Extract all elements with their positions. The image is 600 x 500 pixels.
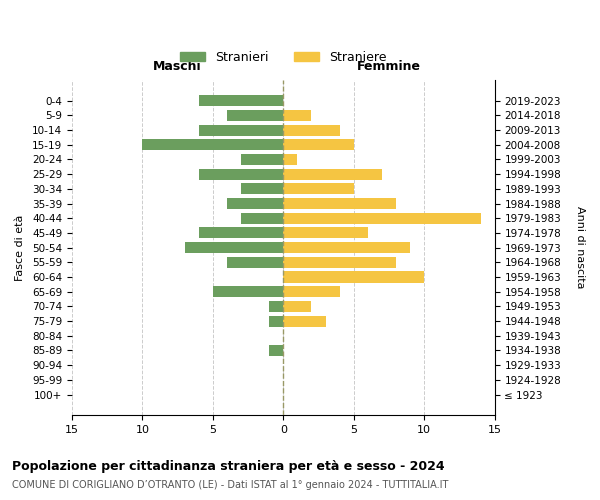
Bar <box>283 140 354 150</box>
Bar <box>283 301 311 312</box>
Bar <box>283 124 340 136</box>
Bar <box>241 154 283 165</box>
Bar <box>283 242 410 253</box>
Text: Femmine: Femmine <box>357 60 421 73</box>
Bar <box>213 286 283 297</box>
Bar <box>283 228 368 238</box>
Bar <box>283 212 481 224</box>
Text: Maschi: Maschi <box>153 60 202 73</box>
Legend: Stranieri, Straniere: Stranieri, Straniere <box>175 46 391 69</box>
Bar <box>199 95 283 106</box>
Bar <box>241 212 283 224</box>
Bar <box>199 228 283 238</box>
Bar <box>283 286 340 297</box>
Bar <box>283 154 298 165</box>
Bar <box>283 110 311 121</box>
Bar <box>199 124 283 136</box>
Bar <box>283 257 396 268</box>
Bar <box>269 301 283 312</box>
Bar <box>283 184 354 194</box>
Bar <box>269 316 283 326</box>
Text: Popolazione per cittadinanza straniera per età e sesso - 2024: Popolazione per cittadinanza straniera p… <box>12 460 445 473</box>
Bar <box>269 345 283 356</box>
Bar <box>241 184 283 194</box>
Bar <box>283 168 382 179</box>
Bar <box>283 316 326 326</box>
Bar <box>199 168 283 179</box>
Bar <box>227 198 283 209</box>
Text: COMUNE DI CORIGLIANO D’OTRANTO (LE) - Dati ISTAT al 1° gennaio 2024 - TUTTITALIA: COMUNE DI CORIGLIANO D’OTRANTO (LE) - Da… <box>12 480 448 490</box>
Bar <box>227 257 283 268</box>
Bar <box>283 198 396 209</box>
Bar <box>185 242 283 253</box>
Y-axis label: Anni di nascita: Anni di nascita <box>575 206 585 289</box>
Y-axis label: Fasce di età: Fasce di età <box>15 214 25 281</box>
Bar <box>227 110 283 121</box>
Bar <box>283 272 424 282</box>
Bar <box>142 140 283 150</box>
